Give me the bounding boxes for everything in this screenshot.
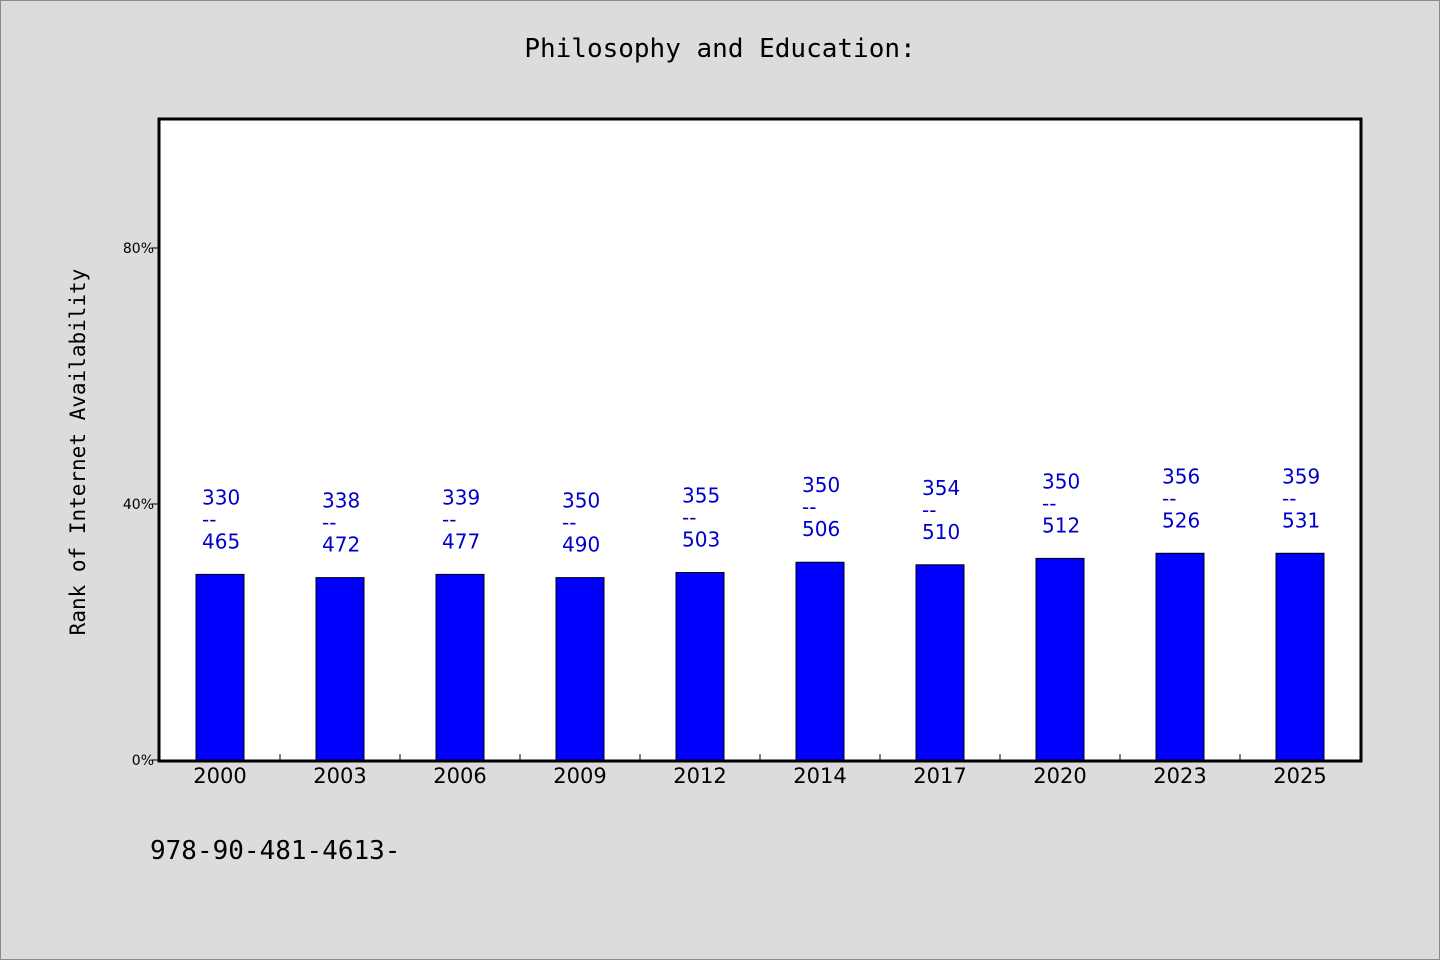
data-label-bottom-2000: 465 [202, 529, 240, 553]
data-label-sep-2023: -- [1162, 486, 1176, 510]
footnote-isbn: 978-90-481-4613- [150, 836, 401, 866]
bar-2009 [555, 577, 605, 761]
x-tick-label-2003: 2003 [313, 764, 366, 788]
plot-border [157, 117, 1363, 763]
data-label-sep-2000: -- [202, 507, 216, 531]
data-label-bottom-2003: 472 [322, 533, 360, 557]
y-tick-label-40%: 40% [123, 497, 154, 513]
data-label-sep-2012: -- [682, 505, 696, 529]
x-tick-label-2025: 2025 [1273, 764, 1326, 788]
x-tick-label-2014: 2014 [793, 764, 846, 788]
chart-title: Philosophy and Education: [524, 34, 916, 64]
bar-2017 [915, 564, 965, 761]
bars-layer [195, 552, 1325, 761]
bar-2014 [795, 561, 845, 761]
bar-2012 [675, 571, 725, 761]
data-label-top-2006: 339 [442, 485, 480, 509]
bar-2023 [1155, 552, 1205, 761]
x-tick-label-2012: 2012 [673, 764, 726, 788]
data-label-top-2014: 350 [802, 473, 840, 497]
data-label-top-2017: 354 [922, 476, 960, 500]
data-label-top-2012: 355 [682, 483, 720, 507]
data-label-sep-2014: -- [802, 495, 816, 519]
bar-2025 [1275, 552, 1325, 761]
data-label-bottom-2023: 526 [1162, 508, 1200, 532]
x-tick-label-2020: 2020 [1033, 764, 1086, 788]
data-label-sep-2017: -- [922, 498, 936, 522]
data-label-top-2000: 330 [202, 485, 240, 509]
y-tick-label-0%: 0% [132, 753, 154, 769]
x-tick-label-2017: 2017 [913, 764, 966, 788]
data-label-sep-2025: -- [1282, 486, 1296, 510]
data-label-sep-2006: -- [442, 507, 456, 531]
bar-2020 [1035, 557, 1085, 761]
data-label-top-2003: 338 [322, 489, 360, 513]
y-tick-label-80%: 80% [123, 241, 154, 257]
bar-2006 [435, 573, 485, 761]
data-label-bottom-2025: 531 [1282, 508, 1320, 532]
bar-2000 [195, 573, 245, 761]
data-label-sep-2020: -- [1042, 491, 1056, 515]
bar-2003 [315, 577, 365, 761]
data-label-bottom-2012: 503 [682, 527, 720, 551]
x-tick-label-2000: 2000 [193, 764, 246, 788]
x-tick-label-2006: 2006 [433, 764, 486, 788]
data-label-bottom-2009: 490 [562, 533, 600, 557]
data-label-top-2023: 356 [1162, 464, 1200, 488]
data-label-bottom-2017: 510 [922, 520, 960, 544]
data-label-bottom-2020: 512 [1042, 513, 1080, 537]
data-label-top-2025: 359 [1282, 464, 1320, 488]
axes-layer: 2000 2003 2006 2009 2012 2014 2017 2020 2023 2025… [123, 241, 1327, 788]
x-tick-label-2009: 2009 [553, 764, 606, 788]
x-tick-label-2023: 2023 [1153, 764, 1206, 788]
data-label-sep-2003: -- [322, 511, 336, 535]
data-label-bottom-2014: 506 [802, 517, 840, 541]
data-label-top-2020: 350 [1042, 469, 1080, 493]
data-label-top-2009: 350 [562, 489, 600, 513]
data-label-bottom-2006: 477 [442, 529, 480, 553]
data-labels-layer: 330--465338--472339--477350--490355--503… [202, 464, 1320, 556]
data-label-sep-2009: -- [562, 511, 576, 535]
